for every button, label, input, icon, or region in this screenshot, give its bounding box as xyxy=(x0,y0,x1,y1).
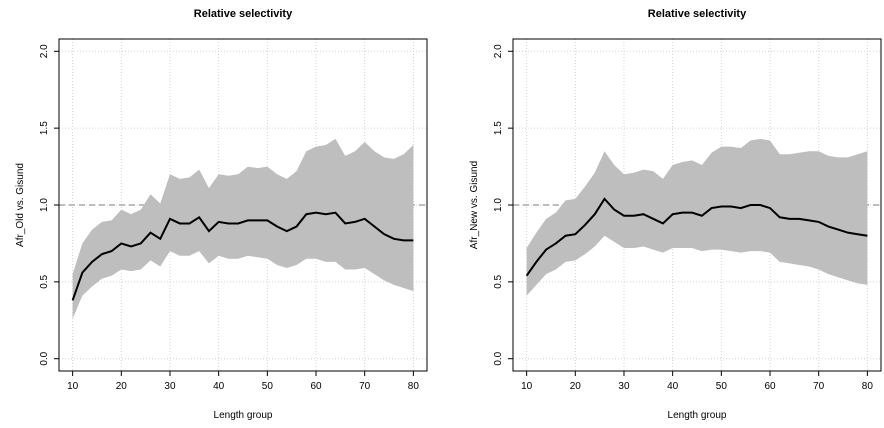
y-tick-label: 0.5 xyxy=(39,274,50,288)
x-tick-label: 10 xyxy=(67,381,79,392)
x-tick-label: 60 xyxy=(310,381,322,392)
x-axis-label: Length group xyxy=(668,410,727,421)
y-tick-label: 1.5 xyxy=(493,121,504,135)
x-tick-label: 20 xyxy=(570,381,582,392)
x-tick-label: 40 xyxy=(667,381,679,392)
x-tick-label: 60 xyxy=(764,381,776,392)
confidence-band xyxy=(526,138,868,296)
plot-frame xyxy=(58,38,428,372)
x-tick-label: 50 xyxy=(716,381,728,392)
confidence-band xyxy=(72,138,414,319)
y-tick-label: 0.0 xyxy=(39,351,50,365)
x-axis-label: Length group xyxy=(214,410,273,421)
x-tick-label: 30 xyxy=(618,381,630,392)
x-tick-label: 80 xyxy=(862,381,874,392)
y-tick-label: 1.5 xyxy=(39,121,50,135)
chart-title: Relative selectivity xyxy=(648,8,747,20)
x-tick-label: 40 xyxy=(213,381,225,392)
y-tick-label: 0.5 xyxy=(493,274,504,288)
y-axis-label: Afr_Old vs. Gisund xyxy=(15,163,26,247)
x-tick-label: 50 xyxy=(262,381,274,392)
x-tick-label: 20 xyxy=(116,381,128,392)
x-tick-label: 70 xyxy=(813,381,825,392)
y-tick-label: 0.0 xyxy=(493,351,504,365)
x-tick-label: 70 xyxy=(359,381,371,392)
y-tick-label: 2.0 xyxy=(39,44,50,58)
plot-frame xyxy=(512,38,882,372)
x-tick-label: 30 xyxy=(164,381,176,392)
y-tick-label: 1.0 xyxy=(39,198,50,212)
x-tick-label: 80 xyxy=(408,381,420,392)
series-line xyxy=(525,197,868,277)
x-tick-label: 10 xyxy=(521,381,533,392)
series-line xyxy=(71,211,414,301)
y-axis-label: Afr_New vs. Gisund xyxy=(469,161,480,249)
y-tick-label: 1.0 xyxy=(493,198,504,212)
chart-title: Relative selectivity xyxy=(194,8,293,20)
y-tick-label: 2.0 xyxy=(493,44,504,58)
